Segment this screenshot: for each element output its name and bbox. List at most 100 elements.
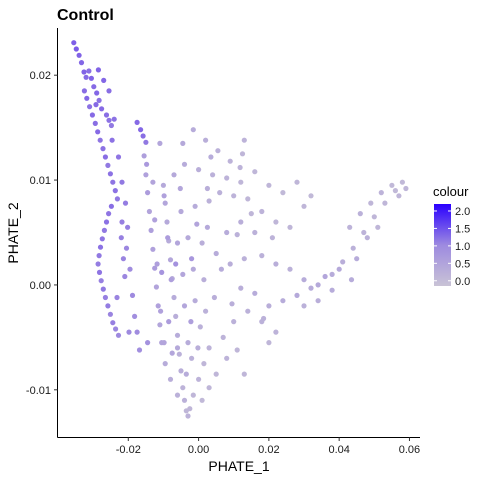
data-point [81, 88, 87, 94]
data-point [141, 153, 147, 159]
data-point [206, 385, 212, 391]
data-point [177, 185, 183, 192]
data-point [392, 188, 398, 194]
data-point [95, 67, 101, 73]
data-point [173, 261, 179, 267]
y-tick-label: -0.01 [26, 385, 51, 397]
data-point [238, 219, 244, 225]
data-point [114, 294, 120, 301]
data-point [89, 112, 95, 118]
data-point [174, 332, 181, 338]
data-point [195, 345, 201, 351]
data-point [204, 185, 210, 192]
data-point [248, 211, 254, 217]
y-tick-label: 0.02 [30, 70, 51, 82]
data-point [87, 104, 93, 110]
data-point [118, 235, 124, 241]
data-point [160, 182, 166, 188]
x-tick-label: -0.02 [116, 444, 141, 456]
data-point [224, 355, 230, 361]
data-point [183, 371, 189, 377]
data-point [115, 154, 122, 160]
data-point [261, 315, 267, 322]
data-point [168, 277, 174, 283]
data-point [106, 88, 112, 94]
data-point [126, 329, 132, 335]
data-point [148, 227, 154, 233]
data-point [231, 193, 237, 199]
data-point [199, 397, 205, 403]
data-point [96, 97, 102, 103]
data-point [294, 179, 300, 185]
data-point [181, 161, 188, 167]
data-point [206, 345, 212, 351]
data-point [153, 284, 159, 290]
data-point [308, 285, 314, 291]
legend-ticks: 2.0 1.5 1.0 0.5 0.0 [434, 206, 470, 288]
chart-title: Control [57, 7, 114, 24]
data-point [382, 200, 388, 206]
data-point [210, 172, 216, 178]
data-point [218, 266, 224, 272]
x-ticks: -0.02 0.00 0.02 0.04 0.06 [116, 437, 420, 456]
data-point [273, 261, 279, 267]
data-point [192, 203, 198, 209]
data-point [167, 257, 174, 263]
data-point [178, 368, 184, 374]
data-point [96, 253, 102, 259]
x-tick-label: 0.04 [328, 444, 349, 456]
data-point [196, 167, 202, 173]
data-point [238, 179, 244, 185]
data-point [239, 151, 246, 157]
data-point [76, 52, 82, 58]
data-point [190, 127, 196, 133]
data-point [187, 406, 193, 412]
data-point [273, 329, 279, 335]
data-point [185, 413, 191, 419]
data-point [120, 256, 126, 262]
data-point [213, 250, 219, 257]
data-point [238, 285, 244, 291]
data-point [241, 256, 247, 262]
data-point [180, 140, 186, 146]
data-point [138, 127, 144, 133]
x-tick-label: 0.06 [399, 444, 420, 456]
data-point [206, 198, 212, 204]
data-point [189, 355, 195, 361]
data-point [190, 392, 196, 398]
data-point [122, 200, 129, 206]
data-point [93, 102, 99, 108]
data-point [176, 351, 182, 357]
data-point [389, 182, 395, 188]
data-point [237, 164, 243, 171]
data-point [115, 332, 122, 338]
data-point [134, 119, 140, 125]
data-point [287, 224, 293, 230]
data-point [171, 172, 177, 178]
data-point [136, 347, 143, 353]
y-axis-title: PHATE_2 [5, 202, 21, 263]
data-point [101, 77, 107, 83]
data-point [155, 303, 161, 309]
data-point [368, 200, 374, 206]
points-layer [71, 40, 409, 419]
data-point [152, 217, 158, 223]
x-axis-title: PHATE_1 [208, 458, 269, 474]
legend-tick-label: 1.0 [455, 241, 470, 253]
data-point [144, 161, 150, 167]
data-point [280, 298, 286, 304]
data-point [361, 229, 367, 236]
data-point [203, 137, 209, 143]
data-point [241, 137, 247, 143]
data-point [161, 193, 167, 199]
data-point [132, 313, 138, 319]
data-point [259, 208, 265, 215]
data-point [259, 253, 265, 259]
data-point [174, 392, 181, 398]
data-point [102, 294, 108, 301]
data-point [208, 154, 214, 160]
data-point [375, 224, 381, 230]
data-point [178, 208, 184, 215]
data-point [301, 203, 307, 209]
data-point [106, 117, 112, 123]
